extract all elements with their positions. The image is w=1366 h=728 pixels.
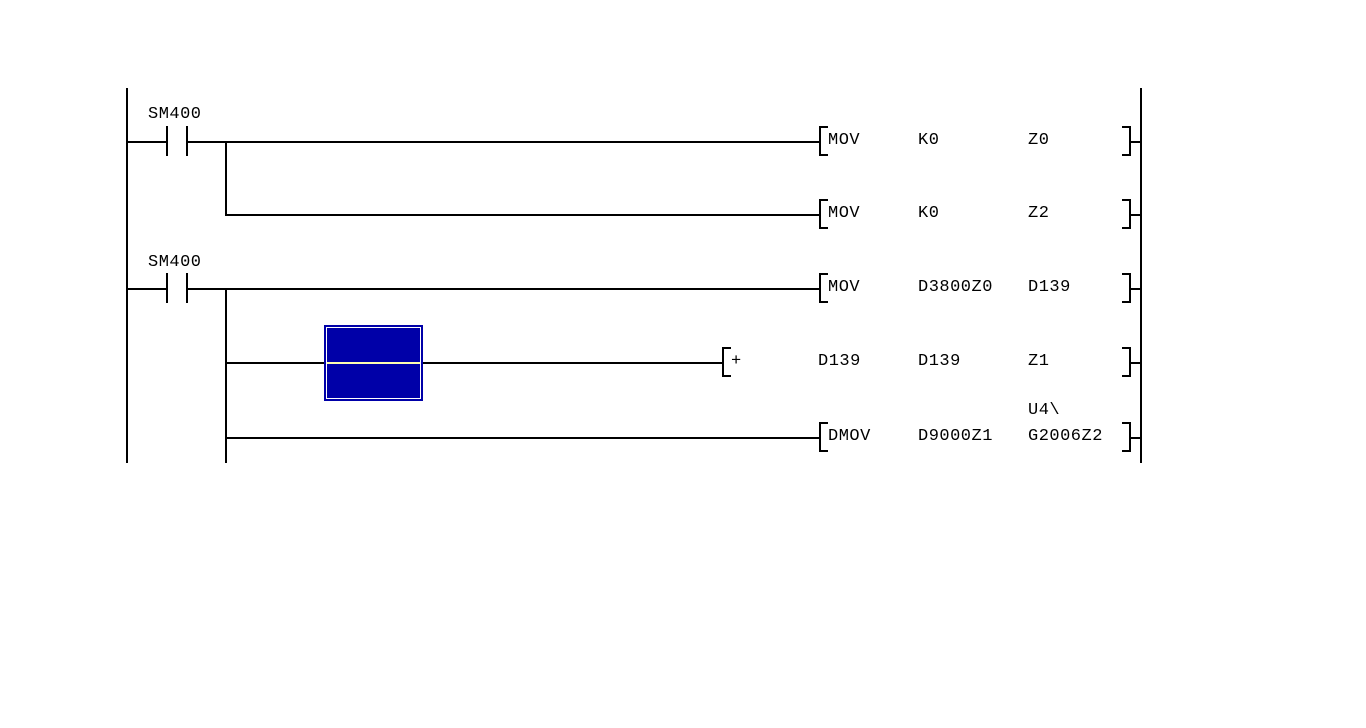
operand-r1c2-1[interactable]: K0 — [918, 204, 940, 223]
wire-rung2-contact-to-branch — [186, 288, 226, 290]
bracket-open-r1c1 — [819, 126, 828, 156]
bracket-stub-r1c1 — [1129, 141, 1142, 143]
mnemonic-r2c2[interactable]: + — [731, 352, 742, 371]
operand-r2c3-2-line1[interactable]: U4\ — [1028, 401, 1061, 420]
mnemonic-r2c1[interactable]: MOV — [828, 278, 861, 297]
wire-rung1-row1 — [225, 141, 819, 143]
bracket-open-r2c1 — [819, 273, 828, 303]
mnemonic-r1c2[interactable]: MOV — [828, 204, 861, 223]
mnemonic-r2c3[interactable]: DMOV — [828, 427, 871, 446]
bracket-stub-r2c2 — [1129, 362, 1142, 364]
operand-r2c1-2[interactable]: D139 — [1028, 278, 1071, 297]
contact-label-rung1: SM400 — [148, 105, 202, 124]
selected-cell-highlight[interactable] — [324, 325, 423, 401]
operand-r2c3-2-line2[interactable]: G2006Z2 — [1028, 427, 1103, 446]
bracket-open-r2c2 — [722, 347, 731, 377]
operand-r1c1-1[interactable]: K0 — [918, 131, 940, 150]
wire-rung2-row1 — [225, 288, 819, 290]
right-power-rail — [1140, 88, 1142, 463]
wire-rung1-contact-to-branch — [186, 141, 226, 143]
bracket-stub-r2c3 — [1129, 437, 1142, 439]
operand-r1c1-2[interactable]: Z0 — [1028, 131, 1050, 150]
bracket-open-r2c3 — [819, 422, 828, 452]
left-power-rail — [126, 88, 128, 463]
wire-rung2-row3 — [225, 437, 819, 439]
wire-rung1-rail-to-contact — [126, 141, 166, 143]
contact-bar-left — [166, 126, 168, 156]
operand-r2c2-2[interactable]: D139 — [918, 352, 961, 371]
branch-vertical-rung1 — [225, 141, 227, 216]
branch-vertical-rung2 — [225, 288, 227, 463]
contact-label-rung2: SM400 — [148, 253, 202, 272]
mnemonic-r1c1[interactable]: MOV — [828, 131, 861, 150]
bracket-stub-r2c1 — [1129, 288, 1142, 290]
bracket-stub-r1c2 — [1129, 214, 1142, 216]
wire-rung2-row2 — [225, 362, 722, 364]
operand-r2c2-1[interactable]: D139 — [818, 352, 861, 371]
operand-r2c2-3[interactable]: Z1 — [1028, 352, 1050, 371]
wire-rung1-row2 — [225, 214, 819, 216]
bracket-open-r1c2 — [819, 199, 828, 229]
operand-r2c3-1[interactable]: D9000Z1 — [918, 427, 993, 446]
contact-bar-left — [166, 273, 168, 303]
operand-r1c2-2[interactable]: Z2 — [1028, 204, 1050, 223]
wire-rung2-rail-to-contact — [126, 288, 166, 290]
cursor-line — [327, 362, 420, 364]
operand-r2c1-1[interactable]: D3800Z0 — [918, 278, 993, 297]
